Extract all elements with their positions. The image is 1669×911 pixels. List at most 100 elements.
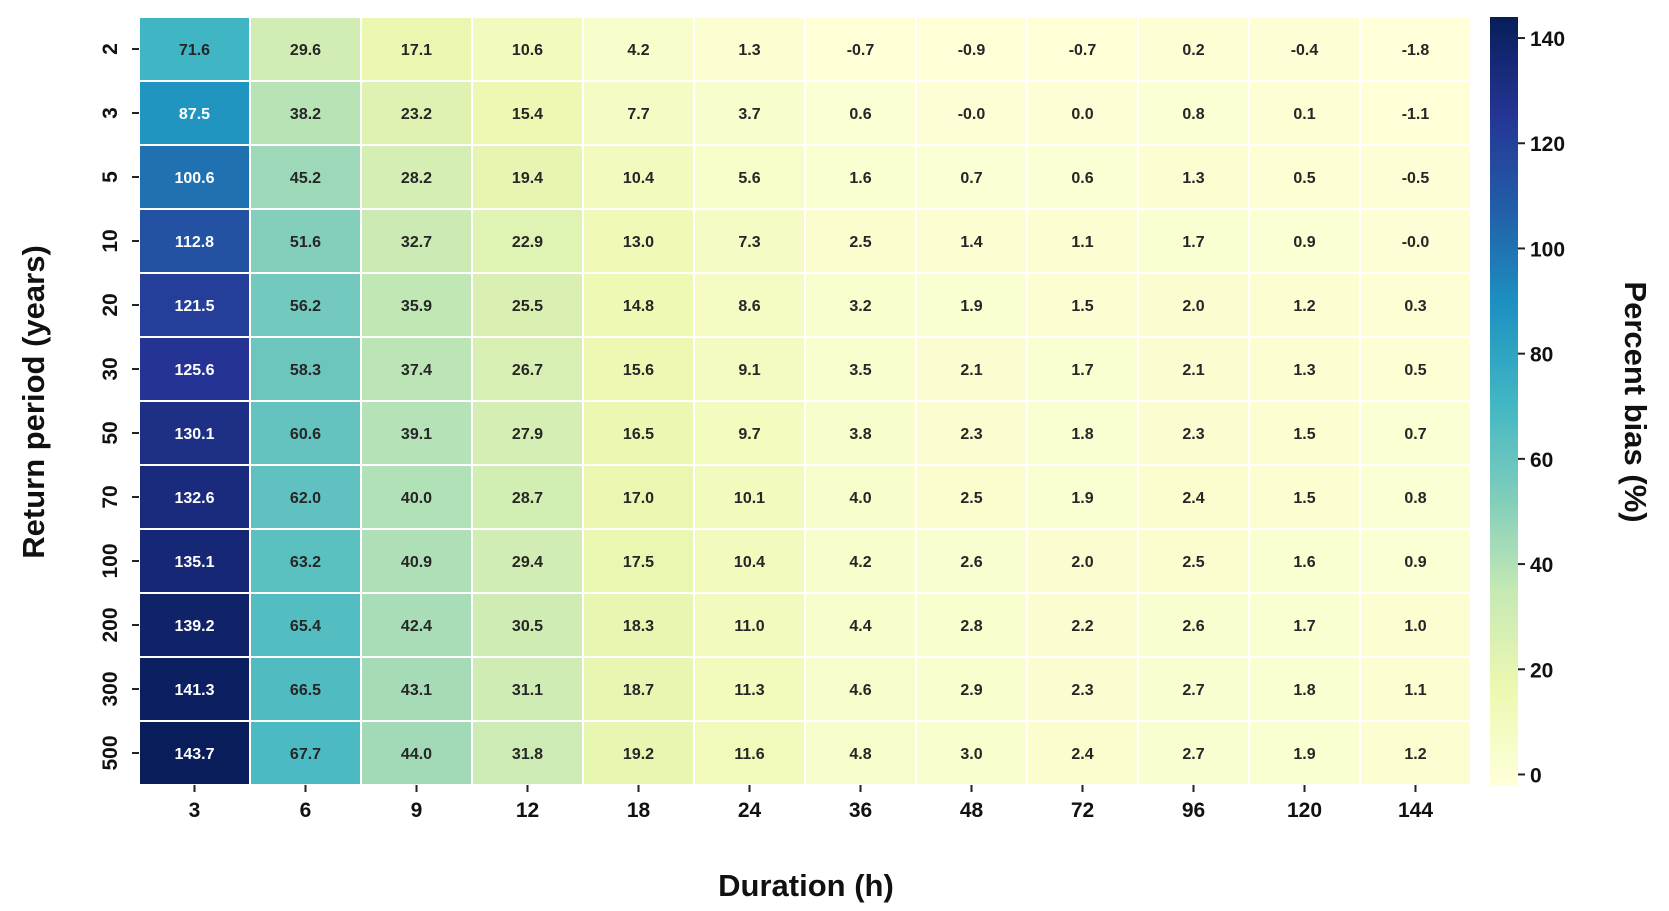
cell-value-label: 15.6 — [623, 362, 654, 379]
cell-value-label: 0.3 — [1404, 298, 1426, 315]
cell-value-label: 0.8 — [1182, 106, 1204, 123]
cell-value-label: 38.2 — [290, 106, 321, 123]
y-tick-label: 2 — [99, 43, 122, 55]
heatmap-cell — [1248, 80, 1361, 146]
heatmap-cell — [582, 80, 695, 146]
x-tick-label: 96 — [1182, 799, 1205, 822]
heatmap-cell — [693, 528, 806, 594]
colorbar-tick-label: 80 — [1530, 344, 1553, 367]
y-axis-ticks: 2 3 5 10 20 30 50 70 100 200 300 500 — [99, 43, 139, 771]
cell-value-label: 2.3 — [960, 426, 982, 443]
heatmap-cell — [915, 16, 1028, 82]
cell-value-label: 37.4 — [401, 362, 432, 379]
cell-value-label: 10.6 — [512, 42, 543, 59]
y-tick-label: 3 — [99, 107, 122, 119]
heatmap-cell — [1359, 144, 1472, 210]
cell-value-label: 40.9 — [401, 554, 432, 571]
cell-value-label: -1.1 — [1402, 106, 1430, 123]
cell-value-label: 39.1 — [401, 426, 432, 443]
x-axis-ticks: 3 6 9 12 18 24 36 48 72 96 120 144 — [189, 785, 1433, 822]
x-tick-label: 36 — [849, 799, 872, 822]
heatmap-cell — [1137, 720, 1250, 786]
heatmap-cell — [471, 400, 584, 466]
cell-value-label: 42.4 — [401, 618, 432, 635]
cell-value-label: 23.2 — [401, 106, 432, 123]
cell-value-label: 0.6 — [1071, 170, 1093, 187]
cell-value-label: 4.2 — [627, 42, 649, 59]
x-tick-label: 6 — [300, 799, 312, 822]
cell-value-label: 28.7 — [512, 490, 543, 507]
cell-value-label: -0.0 — [1402, 234, 1430, 251]
cell-value-label: 13.0 — [623, 234, 654, 251]
x-tick-label: 3 — [189, 799, 201, 822]
cell-value-label: 58.3 — [290, 362, 321, 379]
cell-value-label: 10.4 — [623, 170, 654, 187]
heatmap-cell — [1248, 720, 1361, 786]
heatmap-cell — [804, 464, 917, 530]
cell-value-label: 65.4 — [290, 618, 321, 635]
cell-value-label: 11.3 — [734, 682, 764, 699]
x-tick-label: 9 — [411, 799, 423, 822]
cell-value-label: 44.0 — [401, 746, 432, 763]
heatmap-cell — [804, 336, 917, 402]
cell-value-label: 1.3 — [738, 42, 760, 59]
heatmap-cell — [360, 656, 473, 722]
cell-value-label: 112.8 — [175, 234, 214, 251]
colorbar-tick-label: 0 — [1530, 764, 1542, 787]
heatmap-cell — [1026, 80, 1139, 146]
heatmap-cell — [249, 272, 362, 338]
cell-value-label: 2.2 — [1071, 618, 1093, 635]
cell-value-label: 7.7 — [627, 106, 649, 123]
y-tick-label: 5 — [99, 171, 122, 183]
cell-value-label: 121.5 — [174, 298, 214, 315]
cell-value-label: 18.7 — [623, 682, 654, 699]
y-tick-label: 30 — [99, 357, 122, 380]
heatmap-cell — [804, 272, 917, 338]
heatmap-cell — [471, 336, 584, 402]
cell-value-label: 0.8 — [1404, 490, 1426, 507]
heatmap-cell — [1248, 464, 1361, 530]
cell-value-label: 1.1 — [1404, 682, 1426, 699]
cell-value-label: 2.4 — [1182, 490, 1204, 507]
cell-value-label: 16.5 — [623, 426, 654, 443]
cell-value-label: 1.3 — [1182, 170, 1204, 187]
x-tick-label: 144 — [1398, 799, 1433, 822]
heatmap-cell — [1359, 16, 1472, 82]
cell-value-label: 66.5 — [290, 682, 321, 699]
heatmap-cell — [693, 80, 806, 146]
cell-value-label: 2.0 — [1071, 554, 1093, 571]
heatmap-cell — [138, 464, 251, 530]
heatmap-cell — [804, 144, 917, 210]
cell-value-label: -0.0 — [958, 106, 986, 123]
cell-value-label: 0.9 — [1404, 554, 1426, 571]
heatmap-cell — [804, 528, 917, 594]
cell-value-label: 0.5 — [1293, 170, 1315, 187]
heatmap-cell — [1359, 592, 1472, 658]
heatmap-cell — [804, 400, 917, 466]
cell-value-label: 17.0 — [623, 490, 654, 507]
cell-value-label: 1.9 — [1293, 746, 1315, 763]
cell-value-label: 63.2 — [290, 554, 321, 571]
cell-value-label: 1.6 — [1293, 554, 1315, 571]
cell-value-label: 19.4 — [512, 170, 543, 187]
heatmap-cell — [1359, 208, 1472, 274]
heatmap-cell — [1248, 656, 1361, 722]
cell-value-label: 4.6 — [849, 682, 871, 699]
cell-value-label: 135.1 — [174, 554, 214, 571]
heatmap-cell — [915, 656, 1028, 722]
heatmap-cell — [360, 400, 473, 466]
heatmap-cell — [693, 272, 806, 338]
cell-value-label: 87.5 — [179, 106, 210, 123]
cell-value-label: 1.0 — [1404, 618, 1426, 635]
cell-value-label: 3.5 — [849, 362, 871, 379]
colorbar-tick-label: 140 — [1530, 28, 1565, 51]
colorbar-tick-label: 20 — [1530, 659, 1553, 682]
cell-value-label: 1.5 — [1293, 426, 1315, 443]
cell-value-label: 26.7 — [512, 362, 543, 379]
colorbar-tick-label: 100 — [1530, 238, 1565, 261]
cell-value-label: 31.1 — [512, 682, 543, 699]
cell-value-label: 130.1 — [174, 426, 214, 443]
cell-value-label: 3.7 — [738, 106, 760, 123]
cell-value-label: 1.4 — [960, 234, 982, 251]
